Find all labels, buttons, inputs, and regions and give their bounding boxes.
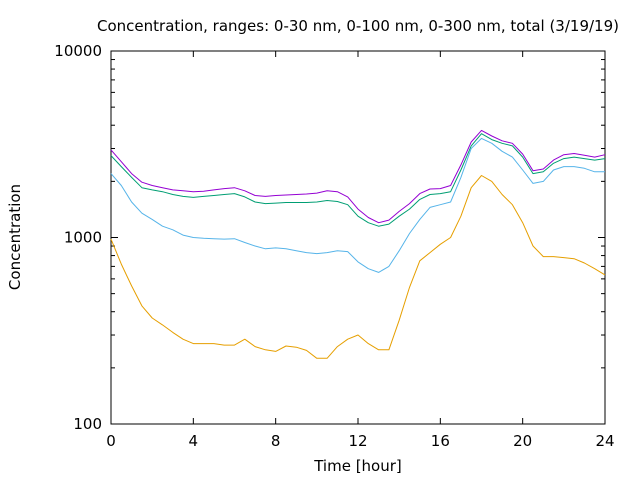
- x-tick-label: 16: [431, 432, 450, 450]
- y-axis: 100 1000 10000: [54, 42, 605, 433]
- x-axis-label: Time [hour]: [313, 457, 402, 475]
- y-tick-label: 10000: [54, 42, 102, 60]
- x-tick-label: 20: [513, 432, 532, 450]
- x-tick-label: 4: [189, 432, 199, 450]
- y-tick-label: 100: [73, 415, 102, 433]
- y-tick-label: 1000: [64, 229, 102, 247]
- x-tick-label: 8: [271, 432, 281, 450]
- x-tick-label: 0: [106, 432, 116, 450]
- series-line-1: [110, 175, 606, 359]
- series-lines: [110, 129, 606, 359]
- x-tick-label: 12: [348, 432, 367, 450]
- x-tick-label: 24: [595, 432, 614, 450]
- chart-title: Concentration, ranges: 0-30 nm, 0-100 nm…: [97, 17, 619, 35]
- series-line-4: [110, 129, 606, 224]
- series-line-2: [110, 137, 605, 273]
- x-axis: 0 4 8 12 16 20 24: [106, 51, 615, 450]
- series-line-3: [110, 133, 606, 227]
- plot-frame: [110, 50, 606, 425]
- y-axis-label: Concentration: [6, 184, 24, 290]
- plot-area: [110, 50, 606, 425]
